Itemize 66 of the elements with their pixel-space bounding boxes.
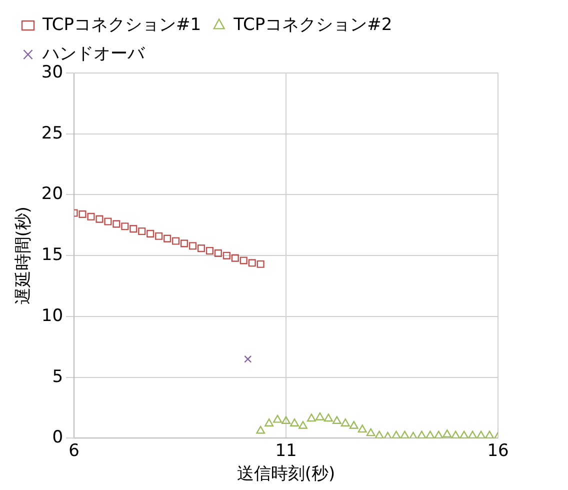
point [248,259,256,267]
point [468,430,478,438]
point [256,426,266,434]
point [426,430,435,438]
point [290,418,299,426]
point [78,210,86,218]
point [332,416,342,424]
point [349,420,358,429]
point [451,430,460,438]
point [408,432,418,438]
point [188,242,197,250]
point [155,232,163,240]
x-tick-label: 16 [487,440,509,461]
point [222,252,230,260]
point [366,428,376,436]
point [121,222,129,230]
x-tick-label: 6 [68,440,80,461]
point [130,225,138,233]
point [392,430,401,438]
point [172,237,180,245]
x-axis-title: 送信時刻(秒) [236,464,336,484]
point [164,234,172,242]
point [324,414,333,422]
point [340,418,350,426]
point [231,254,239,262]
y-tick-label: 10 [41,306,64,326]
point [197,244,206,252]
y-tick-label: 25 [41,123,64,144]
point [256,260,264,268]
point [476,430,486,438]
point [298,420,308,429]
y-tick-label: 15 [41,245,64,266]
point [96,215,104,223]
point [417,430,426,438]
point [87,212,95,220]
point [434,430,444,438]
point [112,220,120,228]
point [306,414,316,422]
point [460,430,469,438]
point [104,218,112,226]
point [282,416,291,424]
point [273,414,282,423]
point [264,418,274,426]
point [244,355,252,363]
legend-label: TCPコネクション#2 [232,14,392,35]
point [358,424,367,433]
point [138,227,146,236]
legend-label: TCPコネクション#1 [42,14,202,35]
point [383,432,392,438]
point [315,412,324,420]
point [374,430,384,438]
y-tick-label: 30 [41,62,64,82]
y-tick-label: 0 [52,428,64,448]
point [180,240,188,248]
point [400,430,410,438]
x-tick-label: 11 [275,440,297,461]
point [240,256,248,264]
y-tick-label: 20 [41,184,64,204]
point [146,230,154,238]
point [442,429,452,438]
y-tick-label: 5 [52,366,64,387]
point [214,249,222,257]
y-axis-title: 遅延時間(秒) [14,206,34,305]
legend-label: ハンドオーバ [42,44,146,64]
point [485,430,494,438]
point [206,246,214,255]
